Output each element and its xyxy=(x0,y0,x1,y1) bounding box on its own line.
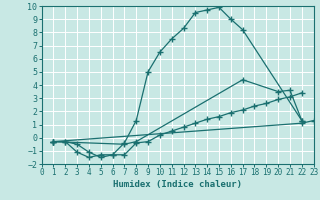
X-axis label: Humidex (Indice chaleur): Humidex (Indice chaleur) xyxy=(113,180,242,189)
